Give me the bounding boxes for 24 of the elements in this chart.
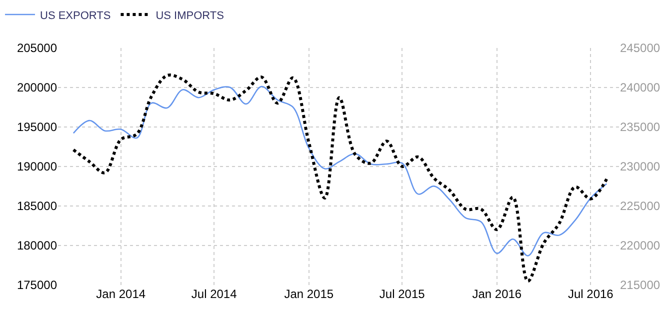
y-tick-label: 200000: [16, 80, 58, 95]
y-tick-label: 190000: [16, 160, 58, 174]
legend-label: US IMPORTS: [156, 10, 224, 22]
y2-tick-label: 215000: [620, 278, 660, 292]
y-tick-label: 205000: [16, 41, 58, 55]
y2-tick-label: 225000: [620, 199, 660, 214]
line-series: [72, 86, 608, 256]
x-tick-label: Jan 2014: [96, 287, 146, 301]
y2-tick-label: 235000: [620, 120, 660, 134]
x-tick-label: Jul 2014: [191, 287, 238, 301]
x-tick-label: Jan 2016: [472, 287, 522, 301]
x-tick-label: Jan 2015: [284, 287, 334, 301]
x-tick-label: Jul 2016: [568, 287, 614, 301]
x-tick-label: Jul 2015: [379, 287, 426, 301]
y2-tick-label: 240000: [620, 80, 660, 95]
y-tick-label: 195000: [16, 120, 58, 134]
y2-tick-label: 230000: [620, 160, 660, 174]
y2-tick-label: 220000: [620, 238, 660, 253]
y2-tick-label: 245000: [620, 41, 660, 55]
y-tick-label: 185000: [16, 199, 58, 214]
y-tick-label: 180000: [16, 238, 58, 253]
line-series: [72, 74, 608, 283]
y-tick-label: 175000: [16, 278, 58, 292]
legend-label: US EXPORTS: [40, 10, 111, 22]
